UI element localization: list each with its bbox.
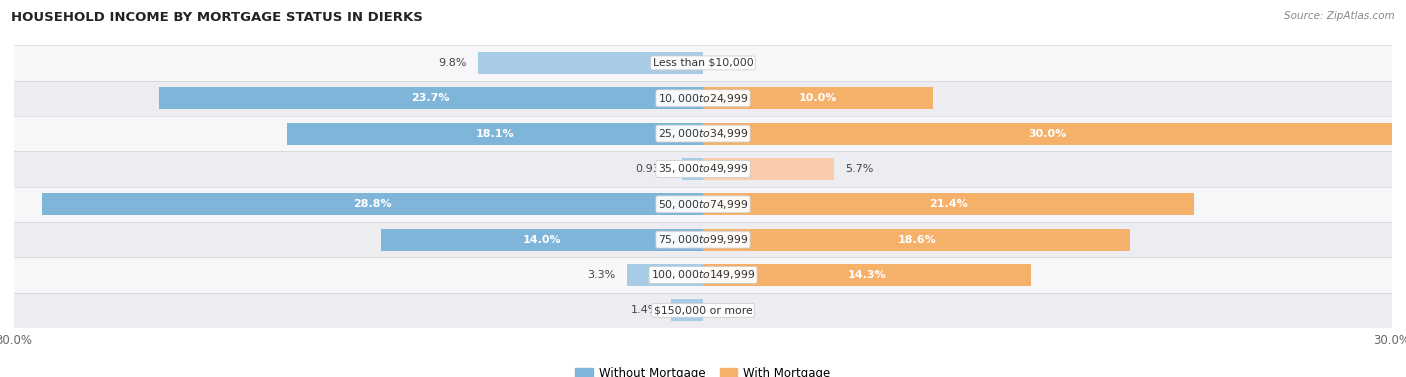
Text: $75,000 to $99,999: $75,000 to $99,999	[658, 233, 748, 246]
Text: 3.3%: 3.3%	[588, 270, 616, 280]
Bar	[478, 52, 703, 74]
Text: 23.7%: 23.7%	[412, 93, 450, 103]
Bar	[14, 257, 1392, 293]
Bar	[671, 299, 703, 321]
Text: 9.8%: 9.8%	[437, 58, 467, 68]
Bar	[287, 123, 703, 144]
Text: 5.7%: 5.7%	[845, 164, 873, 174]
Bar	[381, 229, 703, 251]
Text: 18.6%: 18.6%	[897, 234, 936, 245]
Text: 1.4%: 1.4%	[631, 305, 659, 315]
Text: $50,000 to $74,999: $50,000 to $74,999	[658, 198, 748, 211]
Bar	[159, 87, 703, 109]
Text: $10,000 to $24,999: $10,000 to $24,999	[658, 92, 748, 105]
Text: 18.1%: 18.1%	[475, 129, 515, 139]
Text: 28.8%: 28.8%	[353, 199, 392, 209]
Text: $100,000 to $149,999: $100,000 to $149,999	[651, 268, 755, 282]
Text: 30.0%: 30.0%	[1028, 129, 1067, 139]
Bar	[703, 264, 1032, 286]
Bar	[703, 123, 1392, 144]
Bar	[682, 158, 703, 180]
Legend: Without Mortgage, With Mortgage: Without Mortgage, With Mortgage	[571, 362, 835, 377]
Text: $150,000 or more: $150,000 or more	[654, 305, 752, 315]
Text: Less than $10,000: Less than $10,000	[652, 58, 754, 68]
Bar	[14, 45, 1392, 81]
Bar	[14, 293, 1392, 328]
Bar	[627, 264, 703, 286]
Text: $35,000 to $49,999: $35,000 to $49,999	[658, 162, 748, 175]
Text: 21.4%: 21.4%	[929, 199, 969, 209]
Bar	[703, 158, 834, 180]
Text: 10.0%: 10.0%	[799, 93, 837, 103]
Text: 14.0%: 14.0%	[523, 234, 561, 245]
Bar	[14, 222, 1392, 257]
Text: Source: ZipAtlas.com: Source: ZipAtlas.com	[1284, 11, 1395, 21]
Bar	[42, 193, 703, 215]
Text: $25,000 to $34,999: $25,000 to $34,999	[658, 127, 748, 140]
Text: HOUSEHOLD INCOME BY MORTGAGE STATUS IN DIERKS: HOUSEHOLD INCOME BY MORTGAGE STATUS IN D…	[11, 11, 423, 24]
Bar	[14, 81, 1392, 116]
Bar	[703, 229, 1130, 251]
Bar	[14, 187, 1392, 222]
Bar	[703, 193, 1195, 215]
Text: 14.3%: 14.3%	[848, 270, 887, 280]
Bar	[703, 87, 932, 109]
Text: 0.93%: 0.93%	[634, 164, 671, 174]
Bar	[14, 151, 1392, 187]
Bar	[14, 116, 1392, 151]
